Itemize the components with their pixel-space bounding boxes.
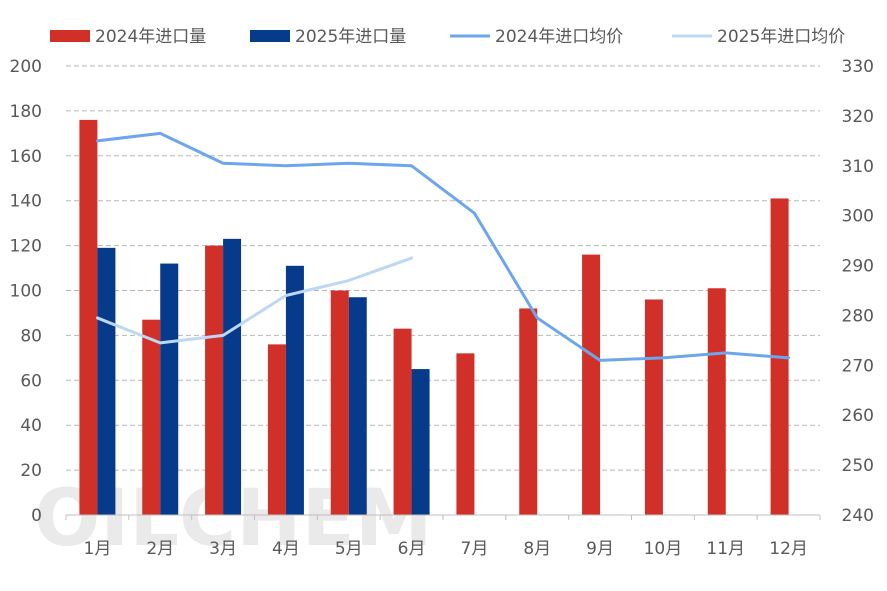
line-layer xyxy=(95,131,791,362)
right-axis-tick-label: 280 xyxy=(842,306,874,326)
legend-swatch xyxy=(250,30,290,42)
left-axis-tick-label: 100 xyxy=(10,282,42,302)
legend-label: 2025年进口量 xyxy=(295,27,406,47)
x-axis-tick-label: 4月 xyxy=(272,539,300,559)
bar xyxy=(79,119,98,515)
left-axis-tick-label: 20 xyxy=(20,461,42,481)
bar xyxy=(142,319,161,515)
right-axis-tick-label: 310 xyxy=(842,157,874,177)
bar xyxy=(330,290,349,515)
legend: 2024年进口量 2025年进口量 2024年进口均价 2025年进口均价 xyxy=(50,27,845,47)
left-axis-tick-label: 160 xyxy=(10,147,42,167)
legend-label: 2024年进口量 xyxy=(95,27,206,47)
bar-layer xyxy=(79,119,789,516)
x-axis-tick-label: 7月 xyxy=(461,539,489,559)
bar xyxy=(411,369,430,515)
series-line xyxy=(95,131,791,362)
left-axis-tick-label: 60 xyxy=(20,371,42,391)
x-axis-tick-label: 8月 xyxy=(523,539,551,559)
bar xyxy=(97,247,116,515)
grid-layer xyxy=(66,65,820,471)
left-axis-tick-label: 180 xyxy=(10,102,42,122)
x-axis-tick-label: 2月 xyxy=(146,539,174,559)
right-axis-tick-label: 270 xyxy=(842,356,874,376)
left-axis-tick-label: 80 xyxy=(20,326,42,346)
bar xyxy=(456,353,475,515)
x-axis-tick-label: 3月 xyxy=(209,539,237,559)
left-axis-tick-label: 200 xyxy=(10,57,42,77)
right-axis-tick-label: 300 xyxy=(842,207,874,227)
x-axis-tick-label: 6月 xyxy=(398,539,426,559)
legend-label: 2025年进口均价 xyxy=(717,27,845,47)
right-axis-tick-label: 320 xyxy=(842,107,874,127)
legend-label: 2024年进口均价 xyxy=(495,27,623,47)
bar xyxy=(160,263,179,515)
right-axis-tick-label: 330 xyxy=(842,57,874,77)
bar xyxy=(267,344,286,515)
x-axis-tick-label: 1月 xyxy=(84,539,112,559)
bar xyxy=(582,254,601,515)
legend-swatch xyxy=(50,30,90,42)
bar xyxy=(348,297,367,515)
bar xyxy=(707,288,726,515)
bar xyxy=(205,245,224,515)
series-line xyxy=(95,256,414,345)
bar xyxy=(285,265,304,515)
bar xyxy=(644,299,663,515)
x-axis-tick-label: 9月 xyxy=(586,539,614,559)
x-axis-tick-label: 12月 xyxy=(769,539,808,559)
x-axis-tick-label: 5月 xyxy=(335,539,363,559)
right-axis-tick-label: 240 xyxy=(842,506,874,526)
left-axis-tick-label: 120 xyxy=(10,237,42,257)
x-axis-tick-label: 10月 xyxy=(644,539,683,559)
bar xyxy=(223,238,242,516)
x-axis-tick-label: 11月 xyxy=(706,539,745,559)
left-axis-tick-label: 40 xyxy=(20,416,42,436)
axis-layer: 0 20 40 60 80 100 120 140 160 180 200 240 250 260 270 2… xyxy=(10,57,874,559)
left-axis-tick-label: 140 xyxy=(10,192,42,212)
right-axis-tick-label: 250 xyxy=(842,456,874,476)
left-axis-tick-label: 0 xyxy=(31,506,42,526)
right-axis-tick-label: 290 xyxy=(842,257,874,277)
bar xyxy=(393,328,412,515)
bar xyxy=(519,308,538,515)
right-axis-tick-label: 260 xyxy=(842,406,874,426)
